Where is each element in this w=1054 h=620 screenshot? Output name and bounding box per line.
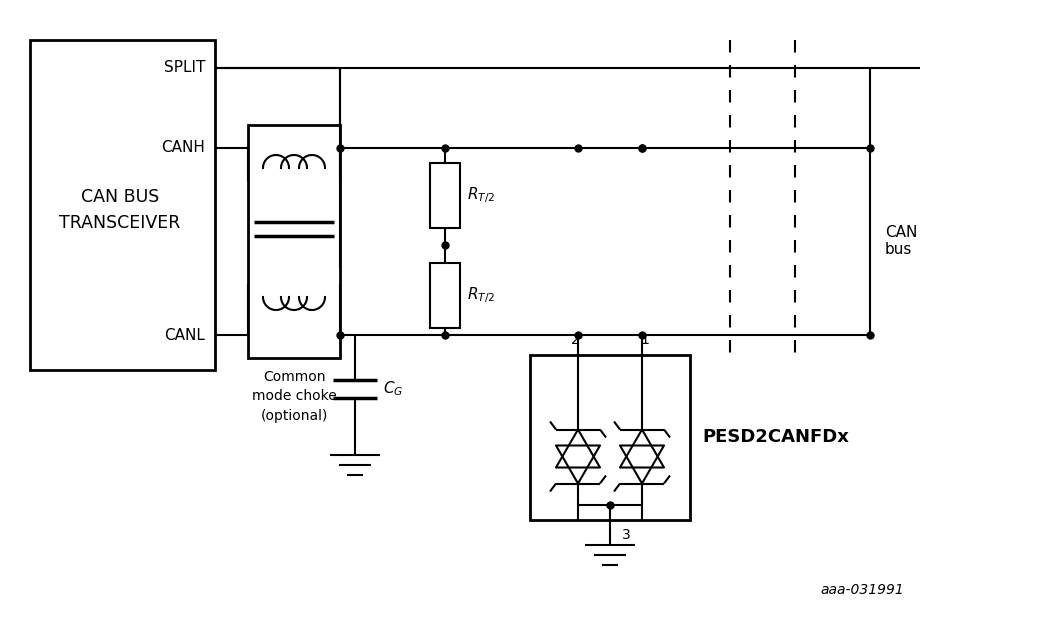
Text: PESD2CANFDx: PESD2CANFDx bbox=[702, 428, 848, 446]
Text: CANH: CANH bbox=[161, 141, 204, 156]
Text: 1: 1 bbox=[641, 333, 649, 347]
Text: aaa-031991: aaa-031991 bbox=[820, 583, 903, 597]
Bar bbox=[248, 125, 340, 358]
Polygon shape bbox=[557, 446, 600, 484]
Text: $R_{T/2}$: $R_{T/2}$ bbox=[467, 285, 495, 305]
Text: 3: 3 bbox=[622, 528, 630, 542]
Text: CAN
bus: CAN bus bbox=[885, 225, 917, 257]
Text: SPLIT: SPLIT bbox=[163, 61, 204, 76]
Text: CANL: CANL bbox=[164, 327, 204, 342]
Bar bbox=[430, 263, 460, 328]
Bar bbox=[530, 355, 690, 520]
Text: $C_G$: $C_G$ bbox=[383, 379, 404, 399]
Polygon shape bbox=[620, 430, 664, 467]
Bar bbox=[430, 163, 460, 228]
Text: CAN BUS
TRANSCEIVER: CAN BUS TRANSCEIVER bbox=[59, 188, 180, 231]
Polygon shape bbox=[620, 446, 664, 484]
Text: $R_{T/2}$: $R_{T/2}$ bbox=[467, 185, 495, 205]
Text: 2: 2 bbox=[570, 333, 580, 347]
Bar bbox=[30, 40, 215, 370]
Text: Common
mode choke
(optional): Common mode choke (optional) bbox=[252, 370, 336, 423]
Polygon shape bbox=[557, 430, 600, 467]
